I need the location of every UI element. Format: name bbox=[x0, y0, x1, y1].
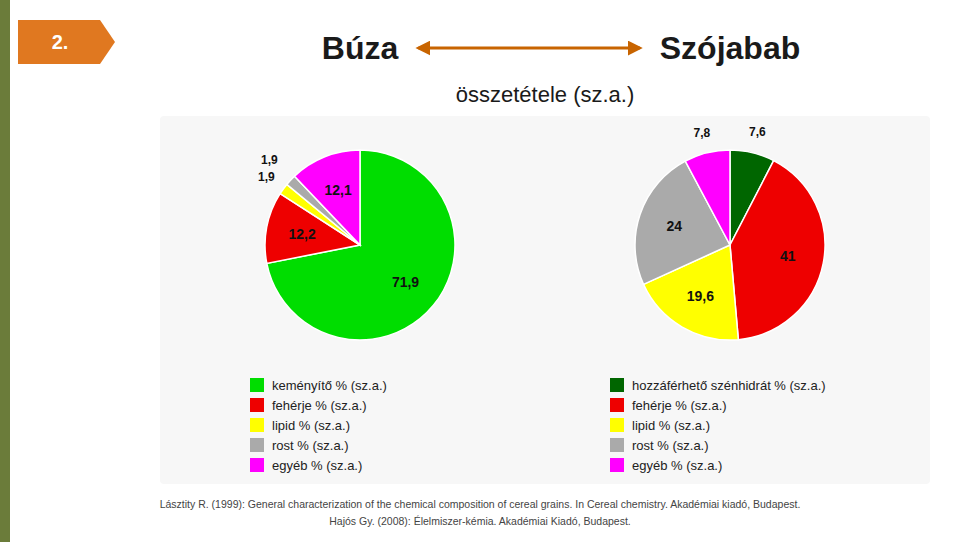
legend-label: rost % (sz.a.) bbox=[272, 438, 349, 453]
slide-number-bg bbox=[18, 20, 115, 64]
data-label: 41 bbox=[780, 248, 796, 264]
legend-swatch bbox=[610, 438, 624, 452]
legend-swatch bbox=[250, 378, 264, 392]
chart-root: 2. Búza Szójabab összetétele (sz.a.) 71,9 12,… bbox=[0, 0, 960, 542]
legend-label: egyéb % (sz.a.) bbox=[272, 458, 362, 473]
legend-label: fehérje % (sz.a.) bbox=[272, 398, 367, 413]
legend: hozzáférhető szénhidrát % (sz.a.) fehérje… bbox=[610, 378, 826, 473]
pie-slice bbox=[685, 150, 730, 245]
slices bbox=[635, 150, 825, 340]
pie-slice bbox=[730, 161, 825, 340]
legend-label: lipid % (sz.a.) bbox=[272, 418, 350, 433]
legend-item: egyéb % (sz.a.) bbox=[610, 458, 722, 473]
chart-title: Szójabab bbox=[660, 30, 800, 66]
legend-label: egyéb % (sz.a.) bbox=[632, 458, 722, 473]
legend-label: lipid % (sz.a.) bbox=[632, 418, 710, 433]
legend-item: fehérje % (sz.a.) bbox=[610, 398, 727, 413]
legend-item: hozzáférhető szénhidrát % (sz.a.) bbox=[610, 378, 826, 393]
chart-svg: 2. Búza Szójabab összetétele (sz.a.) 71,9 12,… bbox=[0, 0, 960, 542]
legend-label: fehérje % (sz.a.) bbox=[632, 398, 727, 413]
legend-item: keményítő % (sz.a.) bbox=[250, 378, 387, 393]
legend-item: rost % (sz.a.) bbox=[250, 438, 349, 453]
legend-item: lipid % (sz.a.) bbox=[610, 418, 710, 433]
legend-item: fehérje % (sz.a.) bbox=[250, 398, 367, 413]
legend-swatch bbox=[610, 418, 624, 432]
legend-swatch bbox=[250, 398, 264, 412]
legend-item: egyéb % (sz.a.) bbox=[250, 458, 362, 473]
slide-number: 2. bbox=[52, 31, 69, 53]
subtitle: összetétele (sz.a.) bbox=[456, 82, 635, 107]
legend-swatch bbox=[610, 378, 624, 392]
data-labels: 71,9 12,2 1,9 1,9 12,1 bbox=[258, 153, 419, 290]
panel bbox=[160, 116, 930, 484]
legend-swatch bbox=[250, 458, 264, 472]
chart-title: Búza bbox=[322, 30, 399, 66]
slices bbox=[265, 150, 455, 340]
side-bar bbox=[0, 0, 10, 542]
title-arrow bbox=[418, 47, 639, 50]
data-labels: 7,6 41 19,6 24 7,8 bbox=[666, 125, 795, 303]
data-label: 12,2 bbox=[289, 226, 316, 242]
legend-label: rost % (sz.a.) bbox=[632, 438, 709, 453]
pie: 71,9 12,2 1,9 1,9 12,1 bbox=[258, 150, 455, 340]
pie: 7,6 41 19,6 24 7,8 bbox=[635, 125, 825, 340]
legend-swatch bbox=[610, 398, 624, 412]
legend-swatch bbox=[610, 458, 624, 472]
legend-item: lipid % (sz.a.) bbox=[250, 418, 350, 433]
data-label: 24 bbox=[666, 218, 682, 234]
footnote: Hajós Gy. (2008): Élelmiszer-kémia. Akad… bbox=[329, 515, 631, 527]
footnote: Lásztity R. (1999): General characteriza… bbox=[160, 498, 801, 510]
legend-item: rost % (sz.a.) bbox=[610, 438, 709, 453]
data-label: 7,8 bbox=[694, 126, 711, 140]
legend-swatch bbox=[250, 418, 264, 432]
slide-number-badge: 2. bbox=[18, 20, 115, 64]
data-label: 1,9 bbox=[261, 153, 278, 167]
data-label: 71,9 bbox=[392, 274, 419, 290]
legend-swatch bbox=[250, 438, 264, 452]
legend-label: keményítő % (sz.a.) bbox=[272, 378, 387, 393]
data-label: 7,6 bbox=[749, 125, 766, 139]
data-label: 12,1 bbox=[325, 182, 352, 198]
legend-label: hozzáférhető szénhidrát % (sz.a.) bbox=[632, 378, 826, 393]
data-label: 1,9 bbox=[258, 170, 275, 184]
data-label: 19,6 bbox=[687, 288, 714, 304]
legend: keményítő % (sz.a.) fehérje % (sz.a.) lipi… bbox=[250, 378, 387, 473]
